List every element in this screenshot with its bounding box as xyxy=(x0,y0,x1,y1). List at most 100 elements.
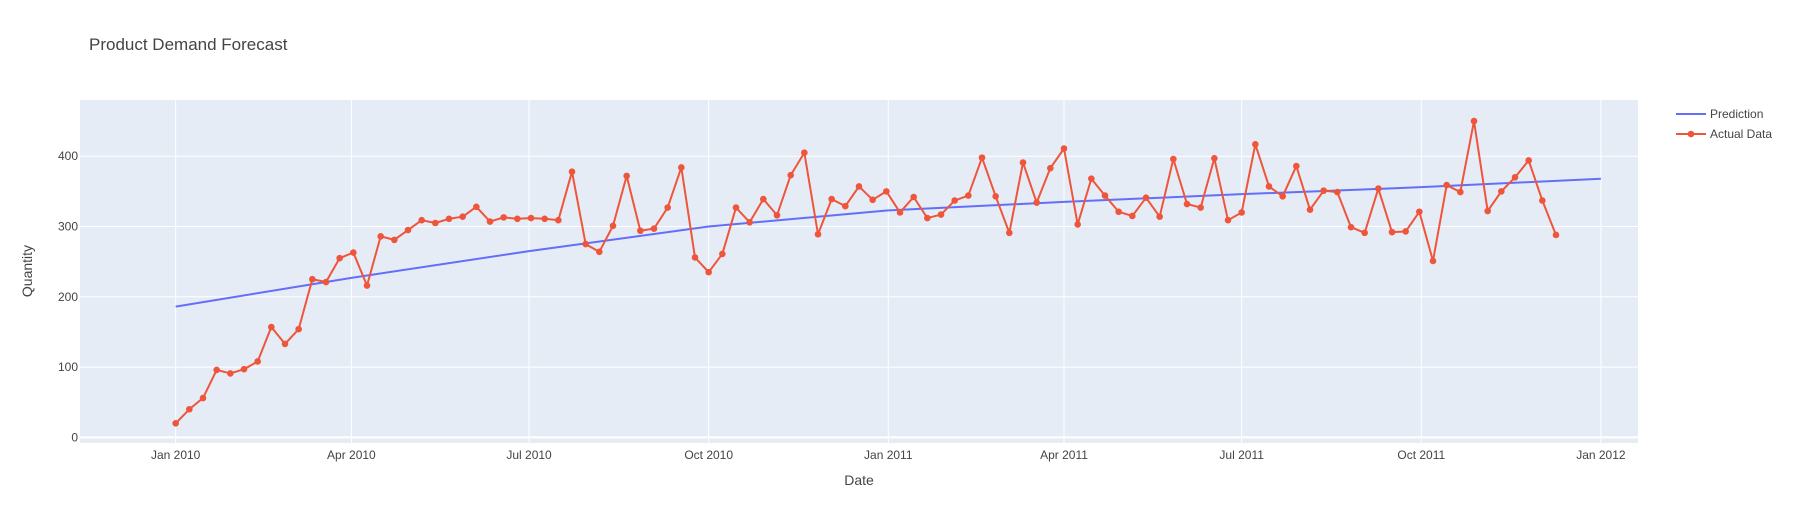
data-point[interactable] xyxy=(1293,162,1300,170)
data-point[interactable] xyxy=(227,370,234,377)
legend-item[interactable]: Actual Data xyxy=(1676,127,1772,141)
data-point[interactable] xyxy=(1443,181,1450,189)
data-point[interactable] xyxy=(951,197,958,204)
data-point[interactable] xyxy=(1074,221,1081,228)
data-point[interactable] xyxy=(1033,199,1040,206)
data-point[interactable] xyxy=(240,365,248,373)
data-point[interactable] xyxy=(473,203,480,211)
data-point[interactable] xyxy=(637,227,644,235)
data-point[interactable] xyxy=(514,215,521,223)
data-point[interactable] xyxy=(281,340,289,348)
data-point[interactable] xyxy=(1457,188,1464,196)
data-point[interactable] xyxy=(172,420,179,427)
data-point[interactable] xyxy=(937,211,945,218)
data-point[interactable] xyxy=(1224,216,1232,224)
data-point[interactable] xyxy=(719,250,726,258)
data-point[interactable] xyxy=(391,236,398,244)
data-point[interactable] xyxy=(459,213,466,220)
data-point[interactable] xyxy=(309,275,316,283)
data-point[interactable] xyxy=(1429,257,1437,265)
data-point[interactable] xyxy=(896,209,904,216)
data-point[interactable] xyxy=(555,216,562,224)
data-point[interactable] xyxy=(500,214,507,221)
data-point[interactable] xyxy=(568,168,576,175)
data-point[interactable] xyxy=(445,215,453,223)
data-point[interactable] xyxy=(814,230,822,238)
data-point[interactable] xyxy=(363,282,371,289)
data-point[interactable] xyxy=(855,183,863,190)
data-point[interactable] xyxy=(213,366,220,374)
data-point[interactable] xyxy=(1388,228,1396,236)
data-point[interactable] xyxy=(350,249,357,256)
data-point[interactable] xyxy=(1416,208,1423,216)
data-point[interactable] xyxy=(609,222,617,230)
data-point[interactable] xyxy=(869,196,876,204)
data-point[interactable] xyxy=(992,192,999,200)
data-point[interactable] xyxy=(1197,204,1204,211)
data-point[interactable] xyxy=(1539,197,1546,204)
data-point[interactable] xyxy=(1334,188,1341,196)
data-point[interactable] xyxy=(801,149,808,157)
data-point[interactable] xyxy=(527,214,535,222)
data-point[interactable] xyxy=(1511,174,1519,181)
data-point[interactable] xyxy=(1402,228,1409,235)
data-point[interactable] xyxy=(883,188,890,195)
data-point[interactable] xyxy=(1129,212,1136,220)
data-point[interactable] xyxy=(1060,145,1068,152)
data-point[interactable] xyxy=(732,204,740,211)
data-point[interactable] xyxy=(842,202,849,210)
data-point[interactable] xyxy=(1498,188,1505,195)
data-point[interactable] xyxy=(199,394,207,402)
data-point[interactable] xyxy=(910,193,917,201)
data-point[interactable] xyxy=(254,358,261,365)
data-point[interactable] xyxy=(1525,157,1532,164)
data-point[interactable] xyxy=(1279,192,1286,200)
data-point[interactable] xyxy=(1484,207,1491,215)
data-point[interactable] xyxy=(1265,183,1273,190)
data-point[interactable] xyxy=(924,214,931,222)
data-point[interactable] xyxy=(486,218,494,225)
legend-item[interactable]: Prediction xyxy=(1676,107,1763,121)
data-point[interactable] xyxy=(336,254,343,262)
data-point[interactable] xyxy=(1156,213,1163,220)
data-point[interactable] xyxy=(1361,229,1368,237)
data-point[interactable] xyxy=(760,195,767,203)
data-point[interactable] xyxy=(432,219,439,227)
data-point[interactable] xyxy=(1211,155,1218,162)
data-point[interactable] xyxy=(678,164,685,171)
data-point[interactable] xyxy=(787,171,794,179)
data-point[interactable] xyxy=(582,240,589,248)
data-point[interactable] xyxy=(650,225,658,232)
data-point[interactable] xyxy=(965,192,972,199)
data-point[interactable] xyxy=(828,195,835,203)
data-point[interactable] xyxy=(1170,155,1177,163)
data-point[interactable] xyxy=(1252,140,1259,148)
data-point[interactable] xyxy=(596,248,603,256)
data-point[interactable] xyxy=(664,204,671,211)
data-point[interactable] xyxy=(1142,194,1150,201)
data-point[interactable] xyxy=(623,172,630,180)
data-point[interactable] xyxy=(1115,208,1122,216)
data-point[interactable] xyxy=(691,254,699,261)
data-point[interactable] xyxy=(1019,159,1027,166)
data-point[interactable] xyxy=(418,216,425,224)
data-point[interactable] xyxy=(1320,187,1327,194)
data-point[interactable] xyxy=(1470,117,1478,125)
data-point[interactable] xyxy=(541,215,548,223)
data-point[interactable] xyxy=(377,233,384,240)
data-point[interactable] xyxy=(1101,192,1109,199)
data-point[interactable] xyxy=(186,405,193,413)
data-point[interactable] xyxy=(1047,164,1054,172)
data-point[interactable] xyxy=(1183,200,1191,208)
data-point[interactable] xyxy=(295,325,302,333)
data-point[interactable] xyxy=(1006,229,1013,237)
data-point[interactable] xyxy=(773,211,781,219)
data-point[interactable] xyxy=(1375,185,1382,192)
data-point[interactable] xyxy=(1306,206,1314,213)
data-point[interactable] xyxy=(404,226,412,234)
data-point[interactable] xyxy=(1088,175,1095,183)
data-point[interactable] xyxy=(746,218,753,226)
data-point[interactable] xyxy=(322,278,330,286)
data-point[interactable] xyxy=(705,268,712,276)
data-point[interactable] xyxy=(1347,223,1355,231)
